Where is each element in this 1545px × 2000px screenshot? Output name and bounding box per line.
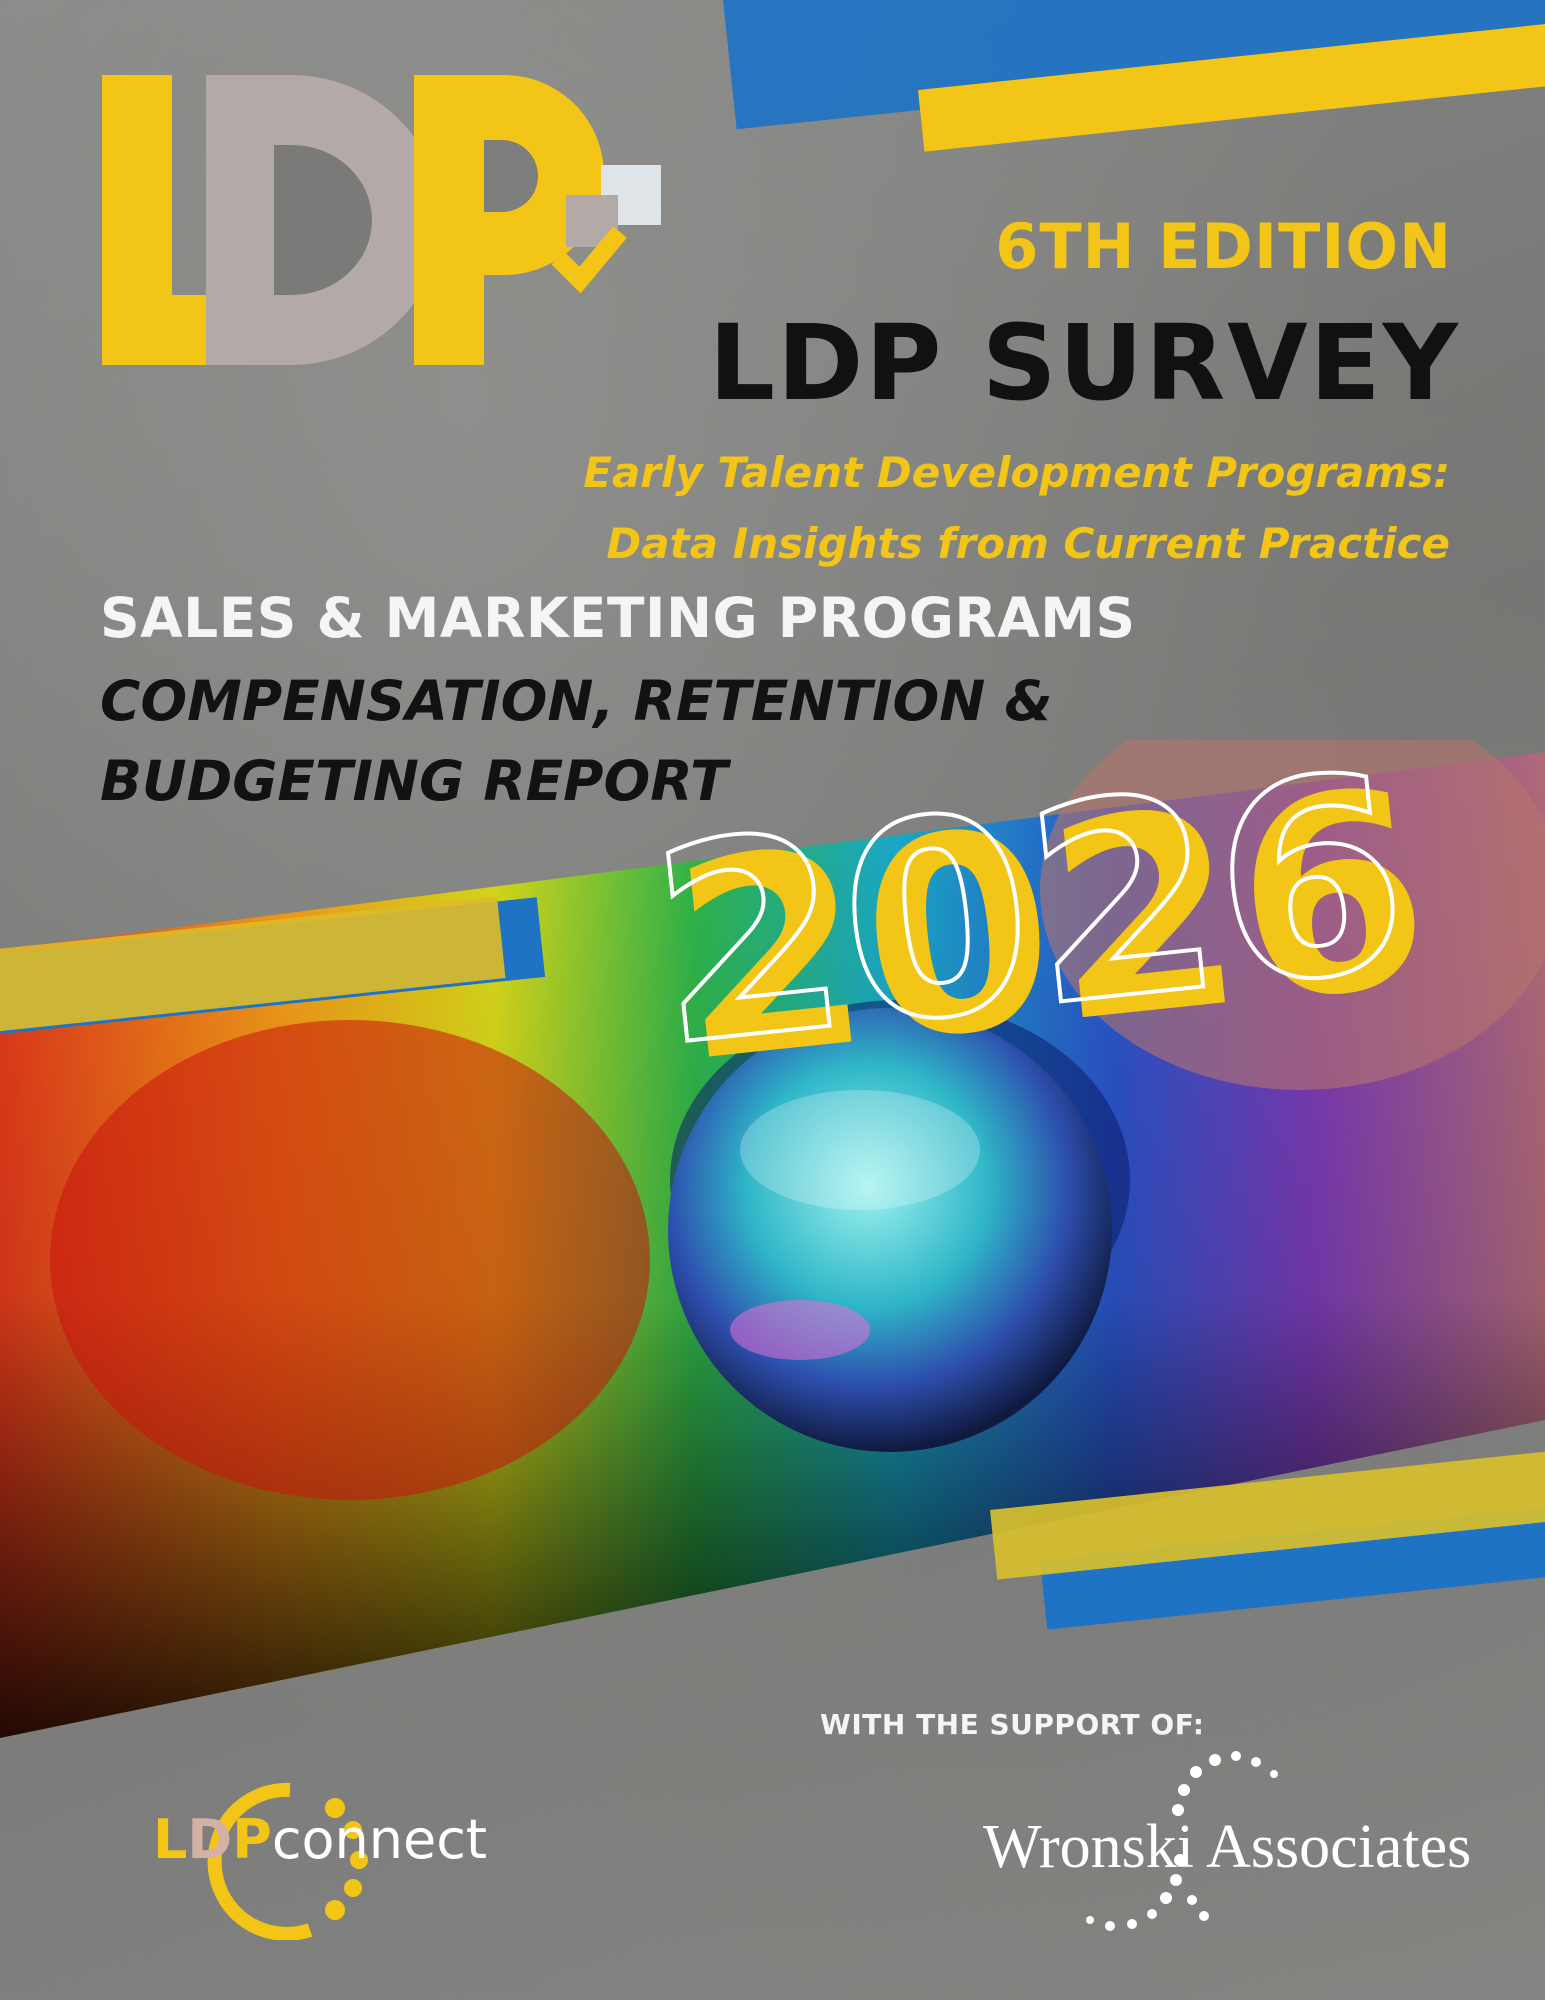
subtitle-line-2: Data Insights from Current Practice [606, 519, 1450, 568]
report-title: COMPENSATION, RETENTION & BUDGETING REPO… [100, 661, 1052, 821]
program-heading: SALES & MARKETING PROGRAMS [100, 586, 1136, 650]
ldpconnect-l: L [153, 1808, 188, 1871]
ldpconnect-d: D [187, 1808, 233, 1871]
survey-subtitle: Early Talent Development Programs: Data … [583, 437, 1450, 579]
edition-label: 6TH EDITION [995, 210, 1452, 283]
ldpconnect-wordmark: LDPconnect [153, 1808, 487, 1871]
wronski-associates-logo: Wronski Associates [983, 1813, 1472, 1881]
survey-title: LDP SURVEY [708, 302, 1460, 424]
ldpconnect-logo [207, 1782, 368, 1940]
report-title-line-1: COMPENSATION, RETENTION & [100, 669, 1053, 733]
year-graphic: 2026 2026 [638, 720, 1442, 1100]
support-label: WITH THE SUPPORT OF: [820, 1708, 1205, 1741]
subtitle-line-1: Early Talent Development Programs: [583, 448, 1450, 497]
ldpconnect-connect: connect [271, 1808, 488, 1871]
report-title-line-2: BUDGETING REPORT [100, 749, 728, 813]
wronski-dots-graphic [1086, 1751, 1278, 1931]
ldp-logo [96, 70, 676, 390]
year-outline: 2026 [640, 720, 1420, 1100]
ldpconnect-p: P [232, 1808, 272, 1871]
